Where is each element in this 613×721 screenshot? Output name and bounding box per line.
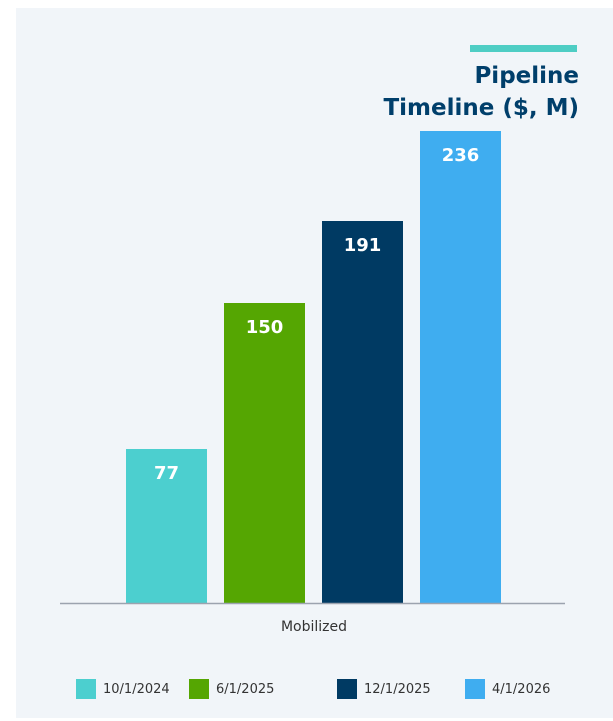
x-axis-category-label: Mobilized: [281, 619, 347, 635]
legend-swatch-1: [76, 679, 96, 699]
chart-title-line-2: Timeline ($, M): [383, 95, 579, 121]
legend-label-3: 12/1/2025: [364, 681, 431, 697]
legend-item-1: 10/1/2024: [76, 678, 170, 700]
bar-value-label-4: 236: [442, 145, 480, 166]
legend-item-4: 4/1/2026: [465, 678, 550, 700]
legend-label-1: 10/1/2024: [103, 681, 170, 697]
legend-swatch-3: [337, 679, 357, 699]
legend-label-4: 4/1/2026: [492, 681, 551, 697]
legend-item-3: 12/1/2025: [337, 678, 431, 700]
legend-item-2: 6/1/2025: [189, 678, 274, 700]
chart-panel: [16, 8, 613, 718]
bar-value-label-2: 150: [246, 317, 284, 338]
legend-label-2: 6/1/2025: [216, 681, 275, 697]
bar-4: [420, 131, 501, 603]
bar-value-label-1: 77: [154, 463, 179, 484]
bar-value-label-3: 191: [344, 235, 382, 256]
bar-1: [126, 449, 207, 603]
legend-swatch-4: [465, 679, 485, 699]
bar-2: [224, 303, 305, 603]
legend-swatch-2: [189, 679, 209, 699]
chart-title: Pipeline Timeline ($, M): [279, 60, 579, 124]
chart-title-line-1: Pipeline: [474, 63, 579, 89]
title-accent-bar: [470, 45, 577, 52]
bar-3: [322, 221, 403, 603]
